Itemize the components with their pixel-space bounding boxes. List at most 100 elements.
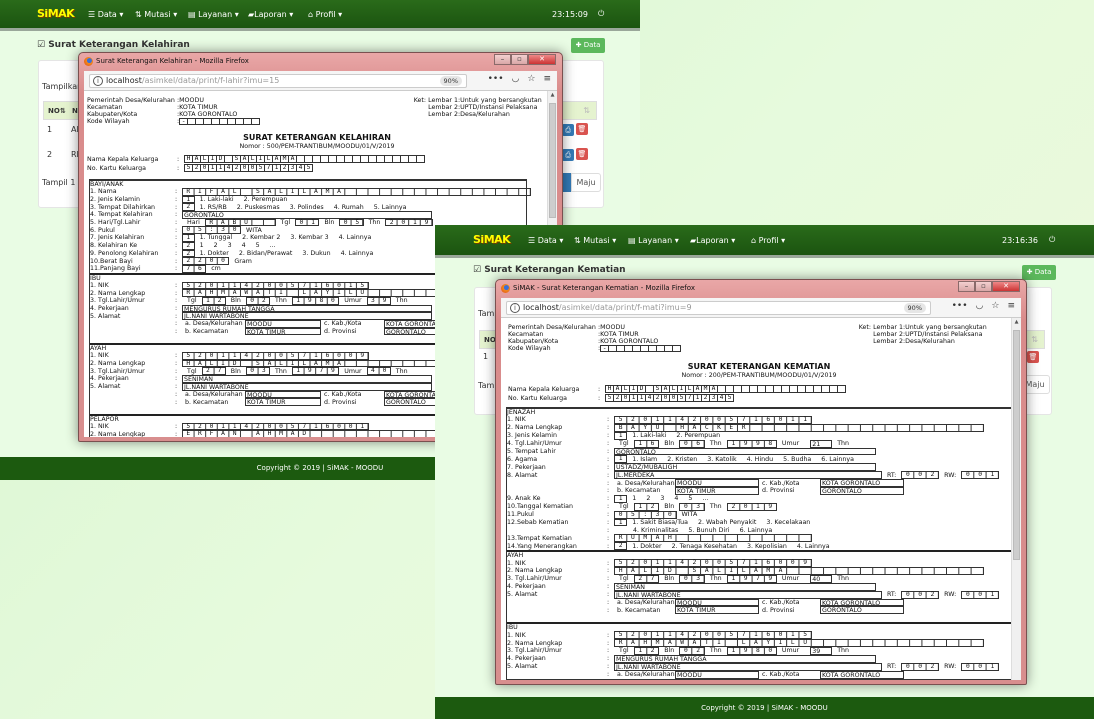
colon: :: [175, 367, 178, 375]
maximize-button[interactable]: ▫: [511, 54, 528, 65]
info-icon[interactable]: i: [93, 76, 103, 86]
nav-mutasi[interactable]: ⇅ Mutasi ▾: [135, 10, 178, 19]
power-icon[interactable]: ⏻: [598, 9, 605, 18]
minimize-button[interactable]: –: [494, 54, 511, 65]
header-value: :Desa/Kelurahan: [903, 338, 955, 345]
nav-laporan[interactable]: ▰Laporan ▾: [248, 10, 294, 19]
url-bar[interactable]: i localhost/asimkel/data/print/f-mati?im…: [506, 301, 931, 315]
char-boxes: 1979: [291, 367, 340, 376]
minimize-button[interactable]: –: [958, 281, 975, 292]
nav-layanan[interactable]: ▤ Layanan ▾: [188, 10, 239, 19]
header-label: Kabupaten/Kota: [508, 338, 559, 345]
info-icon[interactable]: i: [510, 303, 520, 313]
zoom-level[interactable]: 90%: [439, 76, 462, 86]
colon: :: [607, 448, 610, 455]
col-name[interactable]: NA: [72, 107, 83, 115]
nav-profil[interactable]: ⌂ Profil ▾: [751, 236, 786, 245]
browser-popup-kematian: SiMAK - Surat Keterangan Kematian - Mozi…: [495, 279, 1027, 685]
delete-button[interactable]: 🗑: [1027, 351, 1039, 363]
header-row: Kabupaten/Kota :KOTA GORONTALO: [508, 338, 681, 345]
logo[interactable]: SiMAK: [37, 7, 75, 20]
delete-button[interactable]: 🗑: [576, 148, 588, 160]
char-box-value: -: [181, 118, 190, 125]
nav-laporan[interactable]: ▰Laporan ▾: [690, 236, 736, 245]
char-boxes: 40: [366, 367, 391, 376]
header-value: :: [598, 345, 601, 352]
delete-button[interactable]: 🗑: [576, 123, 588, 135]
zoom-level[interactable]: 90%: [903, 303, 926, 313]
sort-icon[interactable]: ⇅: [1031, 335, 1038, 344]
field-label: 7. Pekerjaan: [507, 463, 546, 471]
print-button[interactable]: ⎙: [562, 149, 574, 161]
char-boxes: 1: [182, 234, 195, 242]
scrollbar[interactable]: ▲: [1011, 318, 1021, 680]
add-data-button[interactable]: ✚ Data: [1022, 265, 1056, 280]
close-button[interactable]: ✕: [528, 54, 556, 65]
menu-icon[interactable]: ≡: [543, 74, 551, 84]
form-row: 4. Pekerjaan: SENIMAN: [507, 582, 1017, 591]
header-label: Pemerintah Desa/Kelurahan: [508, 324, 596, 331]
header-label: Lembar 2: [873, 338, 903, 345]
option-text: 6. Lainnya: [821, 455, 854, 463]
form-row: 1. Nama: RIFAL SALILAMA: [90, 188, 531, 196]
print-button[interactable]: ⎙: [562, 124, 574, 136]
char-box-value: 1: [186, 195, 198, 203]
url-bar[interactable]: i localhost/asimkel/data/print/f-lahir?i…: [89, 74, 467, 88]
form-row: 4. Pekerjaan: MENGURUS RUMAH TANGGA: [90, 304, 526, 313]
title-bar[interactable]: SiMAK - Surat Keterangan Kematian - Mozi…: [496, 280, 1026, 297]
sort-icon[interactable]: ⇅: [583, 106, 590, 115]
header-label: Kecamatan: [508, 331, 544, 338]
char-boxes: RUMAH: [614, 534, 812, 543]
col-no[interactable]: NO⇅: [48, 107, 66, 115]
nav-data[interactable]: ☰ Data ▾: [528, 236, 564, 245]
pocket-icon[interactable]: ◡: [511, 74, 520, 84]
close-button[interactable]: ✕: [992, 281, 1020, 292]
logo[interactable]: SiMAK: [473, 233, 511, 246]
nav-profil[interactable]: ⌂ Profil ▾: [308, 10, 343, 19]
add-label: Data: [583, 41, 601, 49]
more-icon[interactable]: •••: [487, 74, 504, 84]
col-no-text: NO: [48, 107, 60, 115]
star-icon[interactable]: ☆: [991, 301, 1000, 311]
header-value: :KOTA GORONTALO: [598, 338, 659, 345]
power-icon[interactable]: ⏻: [1049, 235, 1056, 244]
field-label: 4. Tempat Kelahiran: [90, 211, 153, 219]
option-text: 1. Dokter: [199, 249, 229, 257]
char-boxes: 02: [679, 647, 705, 655]
add-data-button[interactable]: ✚ Data: [571, 38, 605, 53]
text-field: KOTA TIMUR: [675, 606, 759, 614]
nav-label: Data: [97, 10, 117, 19]
field-label: 2. Nama Lengkap: [507, 424, 563, 432]
char-box-value: 02: [250, 296, 274, 304]
option-text: 1. Sakit Biasa/Tua: [632, 519, 688, 527]
title-bar[interactable]: Surat Keterangan Kelahiran - Mozilla Fir…: [79, 53, 562, 70]
scroll-thumb[interactable]: [549, 103, 556, 218]
more-icon[interactable]: •••: [951, 301, 968, 311]
nav-layanan[interactable]: ▤ Layanan ▾: [628, 236, 679, 245]
sub-label: d. Provinsi: [324, 328, 357, 336]
char-boxes: HALID SALILAMA: [184, 155, 425, 163]
option-text: 1. RS/RB: [199, 203, 227, 211]
maximize-button[interactable]: ▫: [975, 281, 992, 292]
char-boxes: 5201142005712345: [184, 164, 313, 172]
field-label: 11.Pukul: [507, 511, 534, 519]
nav-mutasi[interactable]: ⇅ Mutasi ▾: [574, 236, 617, 245]
char-boxes: 2019: [726, 502, 777, 511]
char-box-value: RIFAL SALILAMA: [186, 188, 349, 195]
scroll-thumb[interactable]: [1013, 330, 1020, 560]
option-text: 6. Lainnya: [739, 526, 773, 534]
char-boxes: 002: [901, 590, 940, 599]
nav-data[interactable]: ☰ Data ▾: [88, 10, 124, 19]
star-icon[interactable]: ☆: [527, 74, 536, 84]
option-text: Thn: [837, 647, 850, 655]
scroll-up-icon[interactable]: ▲: [1014, 319, 1019, 325]
pocket-icon[interactable]: ◡: [975, 301, 984, 311]
url-path: /asimkel/data/print/f-mati?imu=9: [558, 303, 692, 312]
form-section: AYAH 1. NIK:5201142005716009 2. Nama Lengk…: [90, 343, 531, 414]
col-no[interactable]: NO: [484, 336, 496, 344]
form-row: : a. Desa/Kelurahan MOODU c. Kab./Kota KOTA …: [507, 479, 1017, 487]
option-text: 5. Budha: [783, 455, 812, 463]
scroll-up-icon[interactable]: ▲: [550, 92, 555, 98]
menu-icon[interactable]: ≡: [1007, 301, 1015, 311]
next-page-button[interactable]: Maju: [571, 173, 601, 192]
